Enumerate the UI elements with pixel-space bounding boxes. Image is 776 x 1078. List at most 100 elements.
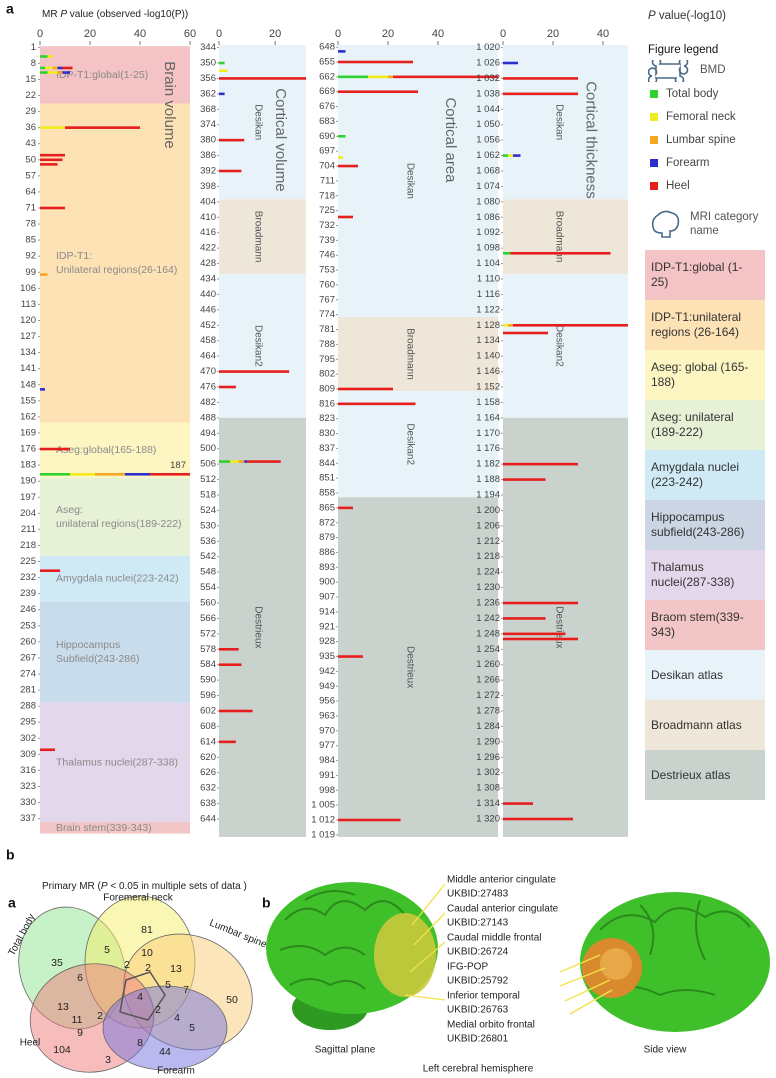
row-tick-label: 872 — [319, 517, 335, 528]
row-tick-label: 1 026 — [476, 58, 500, 69]
category-box: IDP-T1:global (1-25) — [645, 250, 765, 300]
row-tick-label: 669 — [319, 86, 335, 97]
row-tick-label: 500 — [200, 443, 216, 454]
row-tick-label: 942 — [319, 666, 335, 677]
venn-count: 6 — [77, 972, 83, 984]
atlas-band — [503, 199, 628, 274]
venn-count: 2 — [155, 1004, 161, 1016]
venn-set-label: Forearm — [157, 1066, 195, 1077]
venn-count: 2 — [124, 959, 130, 971]
row-tick-label: 428 — [200, 258, 216, 269]
bar-panel: Desikan Broadmann Desikan2 Destrieux Cortica… — [311, 28, 498, 840]
atlas-band — [219, 417, 306, 837]
region-band — [40, 46, 190, 104]
row-tick-label: 260 — [20, 636, 36, 647]
row-tick-label: 921 — [319, 621, 335, 632]
venn-count: 3 — [105, 1054, 111, 1066]
x-axis-title-part: value (observed -log10(P)) — [67, 9, 188, 20]
bone-icon — [648, 60, 689, 82]
row-tick-label: 1 278 — [476, 706, 500, 717]
region-id: UKBID:27143 — [447, 918, 509, 929]
row-tick-label: 1 098 — [476, 243, 500, 254]
bar — [338, 215, 353, 219]
bar — [47, 71, 58, 74]
view-label: Sagittal plane — [315, 1045, 376, 1056]
category-box: Broadmann atlas — [645, 700, 765, 750]
region-band — [40, 477, 190, 556]
row-tick-label: 1 068 — [476, 166, 500, 177]
atlas-label: Destrieux — [554, 606, 565, 648]
category-label: Destrieux atlas — [651, 767, 731, 782]
row-tick-label: 148 — [20, 379, 36, 390]
row-tick-label: 1 266 — [476, 675, 500, 686]
region-name: Caudal middle frontal — [447, 933, 542, 944]
atlas-label: Broadmann — [253, 211, 264, 263]
region-label: Aseg:global(165-188) — [56, 444, 156, 456]
region-id: UKBID:25792 — [447, 976, 509, 987]
category-box: Braom stem(339-343) — [645, 600, 765, 650]
row-tick-label: 458 — [200, 335, 216, 346]
category-label: Broadmann atlas — [651, 717, 742, 732]
row-tick-label: 823 — [319, 413, 335, 424]
row-tick-label: 78 — [25, 219, 36, 230]
row-tick-label: 309 — [20, 749, 36, 760]
row-tick-label: 788 — [319, 339, 335, 350]
row-tick-label: 739 — [319, 235, 335, 246]
row-tick-label: 1 110 — [477, 274, 500, 285]
bar — [338, 50, 346, 53]
bar — [513, 323, 628, 327]
row-tick-label: 211 — [21, 524, 36, 535]
venn-title-italic: P — [101, 881, 108, 892]
legend-item: Heel — [650, 180, 690, 192]
legend-label: Heel — [666, 180, 690, 192]
atlas-band — [338, 316, 498, 392]
row-tick-label: 1 296 — [476, 752, 500, 763]
row-tick-label: 963 — [319, 710, 335, 721]
row-tick-label: 935 — [319, 651, 335, 662]
region-label-line: IDP-T1:global(1-25) — [56, 69, 148, 81]
row-tick-label: 1 260 — [476, 659, 500, 670]
row-tick-label: 977 — [319, 740, 335, 751]
bar — [40, 206, 65, 210]
row-tick-label: 614 — [200, 736, 216, 747]
region-name: Inferior temporal — [447, 991, 520, 1002]
bar — [45, 66, 53, 70]
legend-label: Lumbar spine — [666, 134, 736, 146]
row-tick-label: 120 — [20, 315, 36, 326]
row-tick-label: 1 — [31, 42, 36, 53]
legend-swatch — [650, 136, 658, 144]
category-label: Braom stem(339-343) — [651, 610, 744, 639]
region-label: IDP-T1: Unilateral regions(26-164) — [56, 250, 177, 276]
row-tick-label: 267 — [20, 652, 36, 663]
row-tick-label: 1 020 — [476, 42, 500, 53]
row-tick-label: 644 — [200, 814, 216, 825]
row-tick-label: 1 224 — [476, 567, 500, 578]
x-tick-label: 20 — [84, 28, 96, 40]
bar — [338, 75, 368, 79]
venn-count: 13 — [57, 1001, 69, 1013]
row-tick-label: 608 — [200, 721, 216, 732]
panel-label: b — [262, 895, 271, 911]
panel-title: Cortical thickness — [583, 81, 600, 199]
panel-title: Cortical area — [442, 97, 459, 183]
hemisphere — [580, 892, 770, 1032]
legend-heading: Figure legend — [648, 44, 719, 56]
bar — [219, 663, 242, 667]
bar — [368, 75, 388, 79]
panel-label: a — [8, 895, 16, 911]
bar — [40, 153, 65, 157]
row-tick-label: 155 — [20, 395, 36, 406]
bar — [219, 69, 228, 73]
gyri — [599, 899, 751, 997]
region-label-line: Thalamus nuclei(287-338) — [56, 756, 178, 768]
row-tick-label: 446 — [200, 304, 216, 315]
sagittal-brain — [266, 882, 438, 1030]
bar — [57, 66, 63, 70]
row-tick-label: 476 — [200, 382, 216, 393]
region-label-line: Brain stem(339-343) — [56, 822, 152, 834]
row-tick-label: 330 — [20, 797, 36, 808]
bar — [40, 748, 55, 752]
bar — [393, 75, 498, 79]
row-tick-label: 1 158 — [476, 397, 500, 408]
row-tick-label: 907 — [319, 592, 335, 603]
